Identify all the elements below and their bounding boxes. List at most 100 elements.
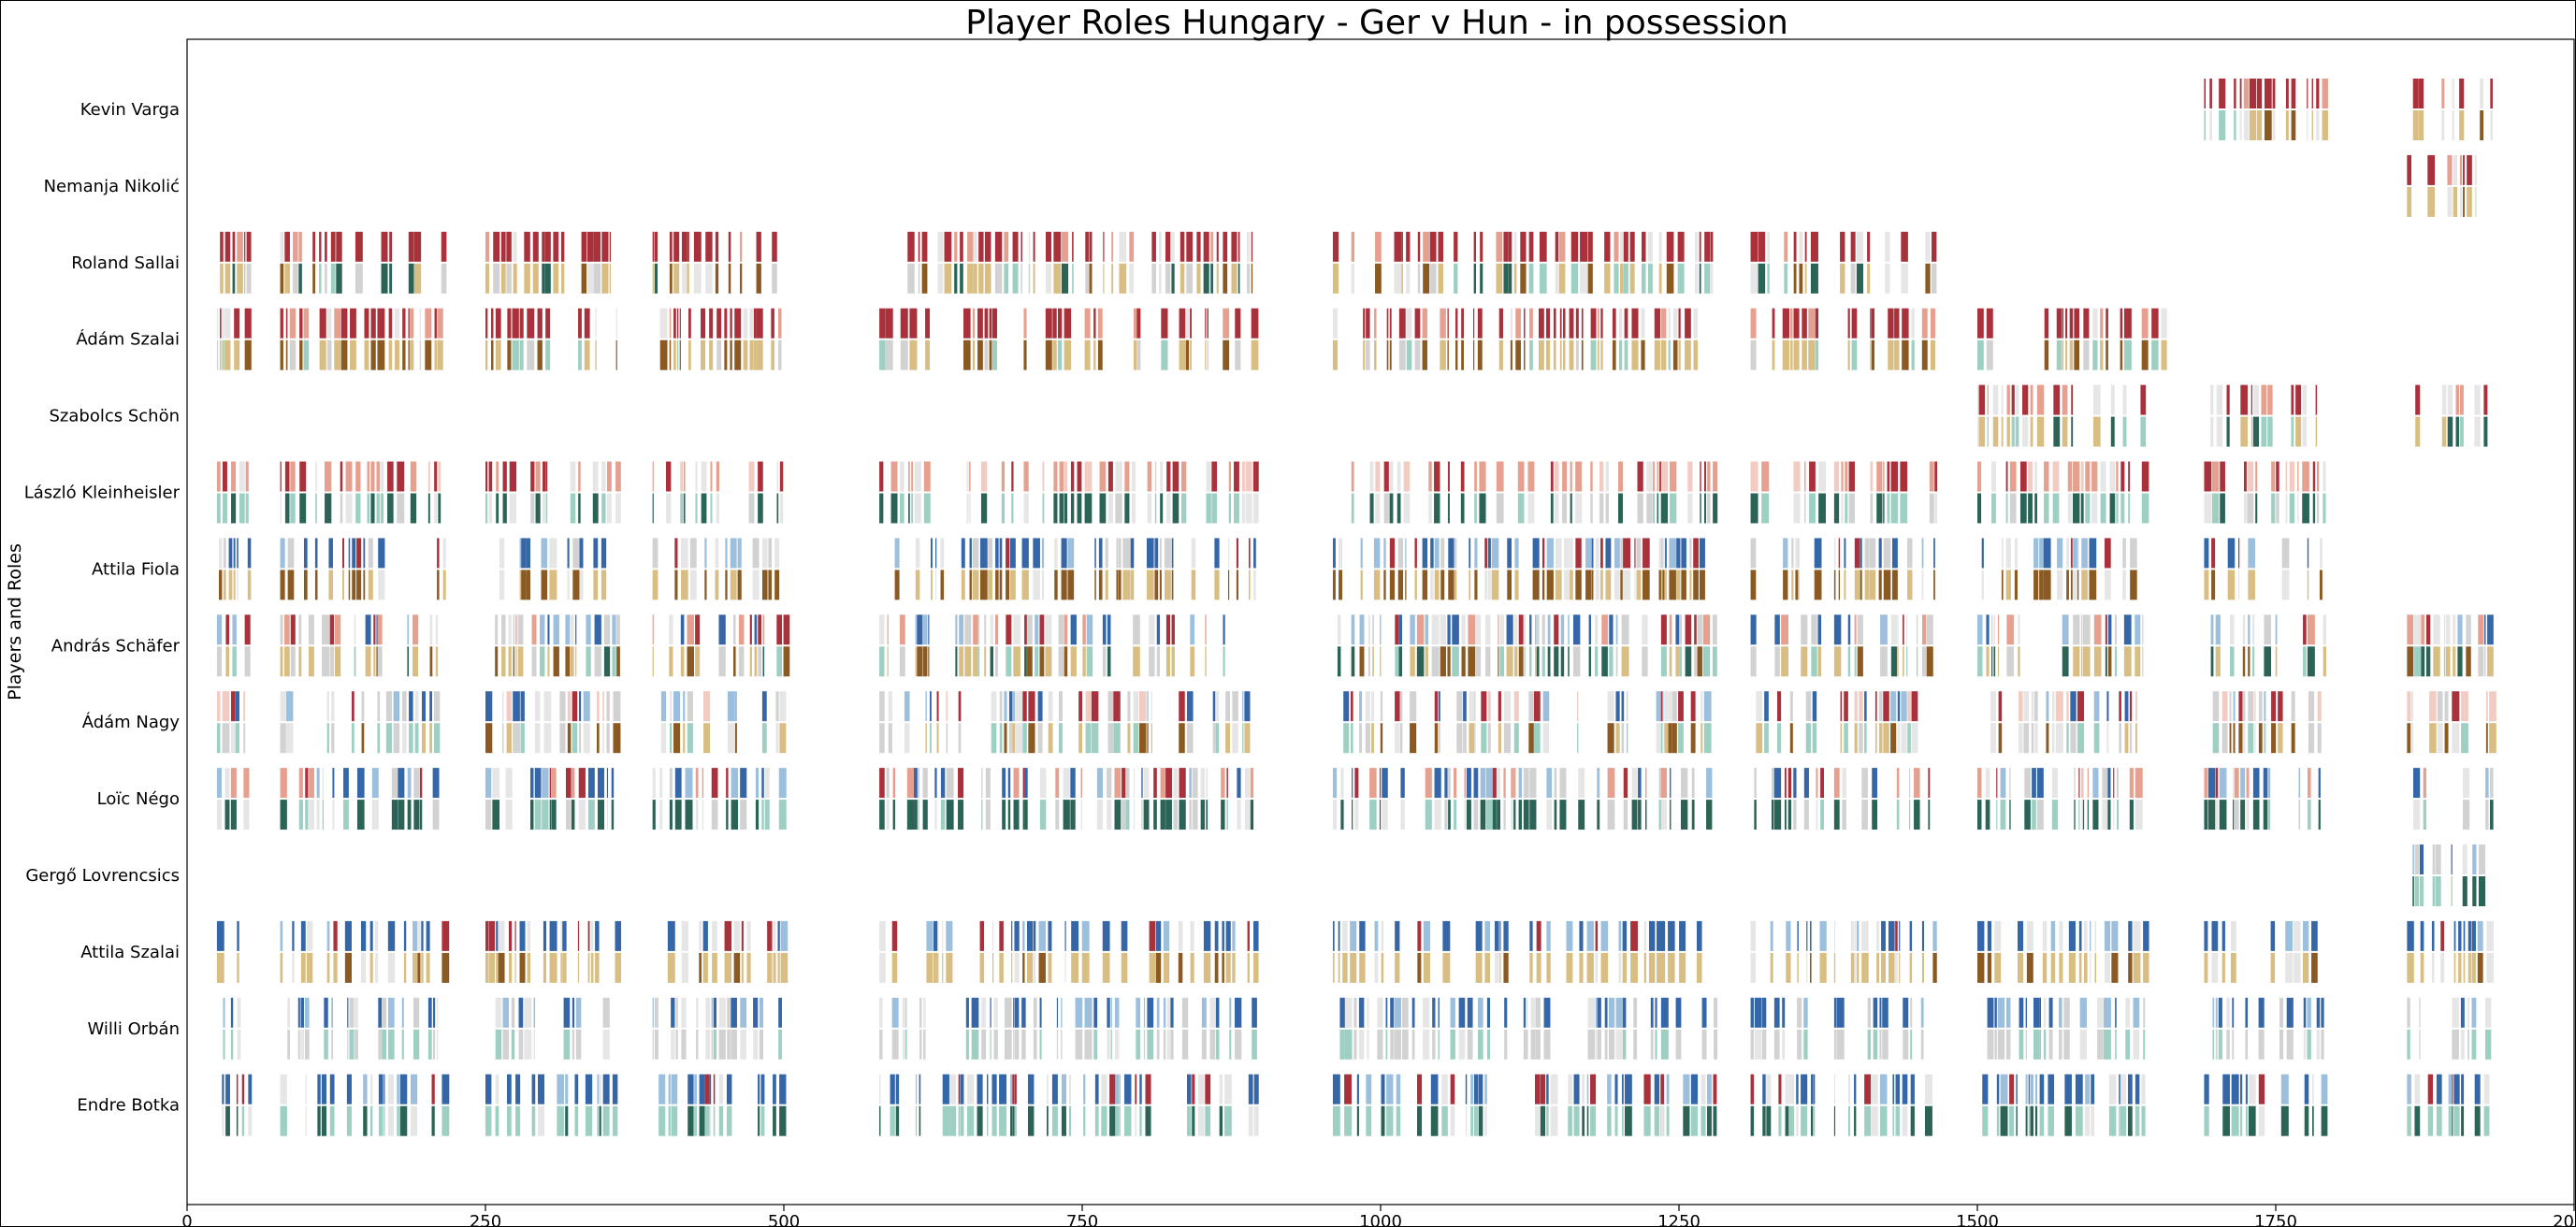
role-bar-top: [2412, 79, 2419, 108]
role-bar-top: [1542, 691, 1550, 722]
role-bar-top: [1485, 614, 1491, 645]
role-bar-top: [1251, 308, 1259, 339]
role-bar-bottom: [2093, 723, 2100, 754]
role-bar-bottom: [1186, 1105, 1192, 1136]
role-bar-top: [1805, 691, 1812, 722]
role-bar-bottom: [1910, 1105, 1915, 1136]
role-bar-bottom: [1612, 339, 1616, 370]
role-bar-top: [2073, 461, 2080, 492]
role-bar-bottom: [1582, 1105, 1585, 1136]
role-bar-top: [1010, 1074, 1013, 1104]
role-bar-top: [520, 691, 525, 722]
role-bar-top: [2000, 768, 2006, 799]
role-bar-top: [1656, 691, 1664, 722]
role-bar-bottom: [2005, 493, 2008, 524]
role-bar-top: [298, 231, 302, 262]
role-bar-top: [541, 538, 548, 569]
role-bar-top: [1369, 461, 1374, 492]
role-bar-bottom: [2090, 952, 2091, 983]
role-bar-bottom: [2124, 723, 2129, 754]
role-bar-top: [1224, 1074, 1232, 1104]
role-bar-bottom: [1127, 723, 1131, 754]
role-bar-top: [1643, 920, 1646, 951]
role-bar-bottom: [284, 263, 290, 294]
role-bar-top: [701, 308, 706, 339]
role-bar-top: [710, 461, 713, 492]
role-bar-top: [1860, 538, 1862, 569]
role-bar-top: [2005, 461, 2008, 492]
role-bar-bottom: [704, 1105, 710, 1136]
role-bar-bottom: [280, 723, 286, 754]
role-bar-bottom: [1469, 723, 1475, 754]
role-bar-top: [1672, 308, 1678, 339]
role-bar-top: [758, 614, 762, 645]
role-bar-bottom: [436, 1029, 439, 1060]
role-bar-top: [220, 308, 222, 339]
role-bar-top: [2250, 384, 2252, 415]
role-bar-bottom: [485, 339, 488, 370]
role-bar-bottom: [702, 800, 704, 830]
role-bar-bottom: [1061, 1105, 1066, 1136]
role-bar-bottom: [2143, 952, 2149, 983]
role-bar-bottom: [2019, 1029, 2024, 1060]
role-bar-bottom: [1697, 646, 1702, 677]
role-bar-bottom: [741, 952, 744, 983]
role-bar-bottom: [1423, 1029, 1430, 1060]
role-bar-top: [1494, 920, 1499, 951]
role-bar-bottom: [1615, 1029, 1623, 1060]
role-bar-bottom: [1375, 263, 1382, 294]
role-bar-top: [1190, 308, 1192, 339]
role-bar-top: [1059, 461, 1064, 492]
role-bar-top: [1351, 461, 1354, 492]
role-bar-bottom: [2248, 646, 2250, 677]
x-tick-label: 1500: [1956, 1212, 1999, 1227]
role-bar-bottom: [542, 800, 549, 830]
role-bar-top: [2135, 614, 2141, 645]
role-bar-top: [1845, 461, 1848, 492]
role-bar-bottom: [363, 1105, 368, 1136]
role-bar-top: [1618, 461, 1623, 492]
role-bar-bottom: [1689, 570, 1692, 600]
role-bar-bottom: [1070, 646, 1077, 677]
role-bar-top: [1405, 538, 1407, 569]
role-bar-top: [993, 997, 998, 1028]
role-bar-bottom: [485, 263, 490, 294]
role-bar-top: [879, 1074, 881, 1104]
role-bar-bottom: [965, 1029, 969, 1060]
role-bar-top: [2264, 79, 2272, 108]
role-bar-bottom: [315, 493, 317, 524]
role-bar-top: [1089, 231, 1093, 262]
role-bar-top: [1416, 1074, 1423, 1104]
role-bar-bottom: [401, 723, 407, 754]
role-bar-bottom: [922, 800, 928, 830]
role-bar-top: [491, 308, 494, 339]
role-bar-top: [1986, 614, 1990, 645]
role-bar-top: [393, 691, 400, 722]
role-bar-top: [1701, 997, 1707, 1028]
role-bar-bottom: [308, 646, 314, 677]
role-bar-top: [671, 1074, 678, 1104]
role-bar-bottom: [992, 952, 994, 983]
role-bar-top: [762, 614, 765, 645]
role-bar-top: [2123, 614, 2132, 645]
role-bar-bottom: [949, 1105, 957, 1136]
role-bar-bottom: [1186, 723, 1194, 754]
role-bar-top: [1818, 461, 1826, 492]
role-bar-top: [2215, 614, 2221, 645]
role-bar-top: [2034, 1074, 2038, 1104]
role-bar-top: [1791, 538, 1794, 569]
role-bar-top: [355, 231, 363, 262]
role-bar-bottom: [2071, 416, 2074, 447]
role-bar-top: [1554, 461, 1559, 492]
role-bar-bottom: [1992, 416, 1999, 447]
role-bar-top: [1410, 691, 1417, 722]
role-bar-bottom: [1434, 493, 1440, 524]
role-bar-top: [336, 231, 342, 262]
role-bar-bottom: [2106, 723, 2109, 754]
role-bar-bottom: [2316, 110, 2320, 140]
role-bar-top: [2093, 614, 2102, 645]
role-bar-top: [1078, 691, 1083, 722]
role-bar-bottom: [2028, 493, 2033, 524]
role-bar-bottom: [1655, 1029, 1657, 1060]
role-bar-bottom: [421, 723, 427, 754]
